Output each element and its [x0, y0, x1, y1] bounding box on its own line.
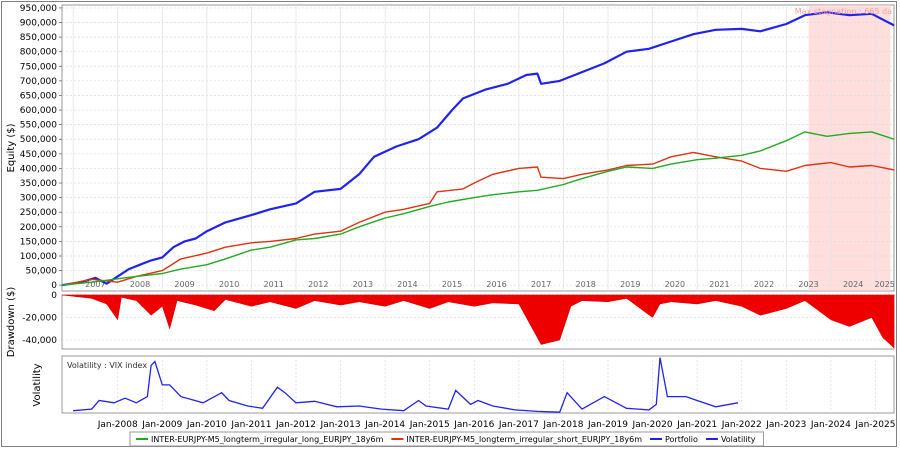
date-tick-label: Jan-2018	[542, 420, 583, 430]
equity-tick-label: 850,000	[20, 33, 57, 43]
equity-tick-label: 250,000	[20, 208, 57, 218]
legend-label: INTER-EURJPY-M5_longterm_irregular_short…	[406, 435, 642, 444]
equity-tick-label: 550,000	[20, 121, 57, 131]
date-tick-label: Jan-2016	[453, 420, 494, 430]
year-label: 2007	[85, 280, 105, 289]
date-tick-label: Jan-2021	[676, 420, 717, 430]
equity-tick-label: 200,000	[20, 223, 57, 233]
equity-tick-label: 300,000	[20, 194, 57, 204]
date-axis-labels: Jan-2008 Jan-2009 Jan-2010 Jan-2011 Jan-2012…	[97, 420, 896, 430]
stagnation-band	[808, 5, 891, 291]
volatility-line	[73, 357, 739, 413]
year-label: 2008	[130, 280, 150, 289]
drawdown-y-axis-label: Drawdown ($)	[6, 287, 17, 358]
equity-plot-area	[61, 4, 895, 292]
equity-y-ticks: 0 50,000 100,000 150,000 200,000 250,000 300,0…	[20, 4, 62, 291]
equity-tick-label: 950,000	[20, 4, 57, 14]
year-label: 2020	[665, 280, 685, 289]
equity-tick-label: 650,000	[20, 91, 57, 101]
year-label: 2011	[264, 280, 284, 289]
year-label: 2010	[219, 280, 239, 289]
stagnation-label: Max stagnation : 665 da	[795, 7, 892, 16]
date-tick-label: Jan-2013	[320, 420, 361, 430]
date-tick-label: Jan-2020	[632, 420, 673, 430]
chart-legend: INTER-EURJPY-M5_longterm_irregular_long_…	[129, 431, 764, 447]
year-label: 2022	[754, 280, 774, 289]
equity-tick-label: 900,000	[20, 19, 57, 29]
date-tick-label: Jan-2009	[141, 420, 182, 430]
year-label: 2012	[308, 280, 328, 289]
date-tick-label: Jan-2012	[275, 420, 316, 430]
year-label: 2016	[486, 280, 506, 289]
date-tick-label: Jan-2023	[765, 420, 806, 430]
year-label: 2014	[397, 280, 417, 289]
equity-tick-label: 750,000	[20, 62, 57, 72]
date-tick-label: Jan-2011	[230, 420, 271, 430]
year-label: 2023	[798, 280, 818, 289]
drawdown-y-ticks: 0 -20,000 -40,000	[22, 291, 57, 346]
year-label: 2021	[709, 280, 729, 289]
date-tick-label: Jan-2019	[587, 420, 628, 430]
date-tick-label: Jan-2017	[498, 420, 539, 430]
year-label: 2013	[353, 280, 373, 289]
volatility-legend-label: Volatility : VIX index	[67, 361, 147, 370]
equity-tick-label: 50,000	[26, 267, 58, 277]
legend-box	[129, 431, 764, 447]
drawdown-panel: 0 -20,000 -40,000 Drawdown ($)	[6, 287, 895, 358]
date-tick-label: Jan-2008	[97, 420, 138, 430]
equity-tick-label: 150,000	[20, 237, 57, 247]
equity-tick-label: 400,000	[20, 164, 57, 174]
volatility-plot-area	[61, 355, 895, 414]
equity-tick-label: 0	[51, 281, 57, 291]
equity-tick-label: 500,000	[20, 135, 57, 145]
date-tick-label: Jan-2014	[364, 420, 405, 430]
date-tick-label: Jan-2025	[854, 420, 895, 430]
year-label: 2025	[875, 280, 895, 289]
year-label: 2018	[576, 280, 596, 289]
drawdown-area	[61, 294, 895, 349]
date-tick-label: Jan-2015	[409, 420, 450, 430]
equity-tick-label: 100,000	[20, 252, 57, 262]
equity-series	[61, 11, 895, 287]
equity-panel: 0 50,000 100,000 150,000 200,000 250,000 300,0…	[6, 4, 895, 292]
year-label: 2015	[442, 280, 462, 289]
drawdown-tick-label: 0	[51, 291, 57, 301]
drawdown-tick-label: -20,000	[22, 314, 57, 324]
series-line-long	[61, 131, 895, 286]
equity-grid	[62, 7, 894, 286]
year-label: 2024	[843, 280, 863, 289]
legend-label: INTER-EURJPY-M5_longterm_irregular_long_…	[151, 435, 384, 444]
equity-tick-label: 800,000	[20, 48, 57, 58]
equity-tick-label: 450,000	[20, 150, 57, 160]
volatility-y-axis-label: Volatility	[32, 363, 43, 406]
equity-y-axis-label: Equity ($)	[6, 123, 17, 172]
year-label: 2019	[620, 280, 640, 289]
series-line-short	[61, 151, 895, 286]
equity-year-labels: 2007 2008 2009 2010 2011 2012 2013 2014 2015 2016…	[72, 5, 895, 291]
date-tick-label: Jan-2022	[721, 420, 762, 430]
legend-label: Volatility	[721, 435, 756, 444]
series-line-portfolio	[61, 11, 895, 287]
year-label: 2017	[531, 280, 551, 289]
volatility-panel: Volatility : VIX index Volatility Jan-20…	[32, 355, 896, 430]
equity-tick-label: 700,000	[20, 77, 57, 87]
date-tick-label: Jan-2024	[810, 420, 851, 430]
legend-label: Portfolio	[665, 435, 698, 444]
year-label: 2009	[174, 280, 194, 289]
equity-tick-label: 600,000	[20, 106, 57, 116]
date-tick-label: Jan-2010	[186, 420, 227, 430]
drawdown-tick-label: -40,000	[22, 336, 57, 346]
equity-tick-label: 350,000	[20, 179, 57, 189]
